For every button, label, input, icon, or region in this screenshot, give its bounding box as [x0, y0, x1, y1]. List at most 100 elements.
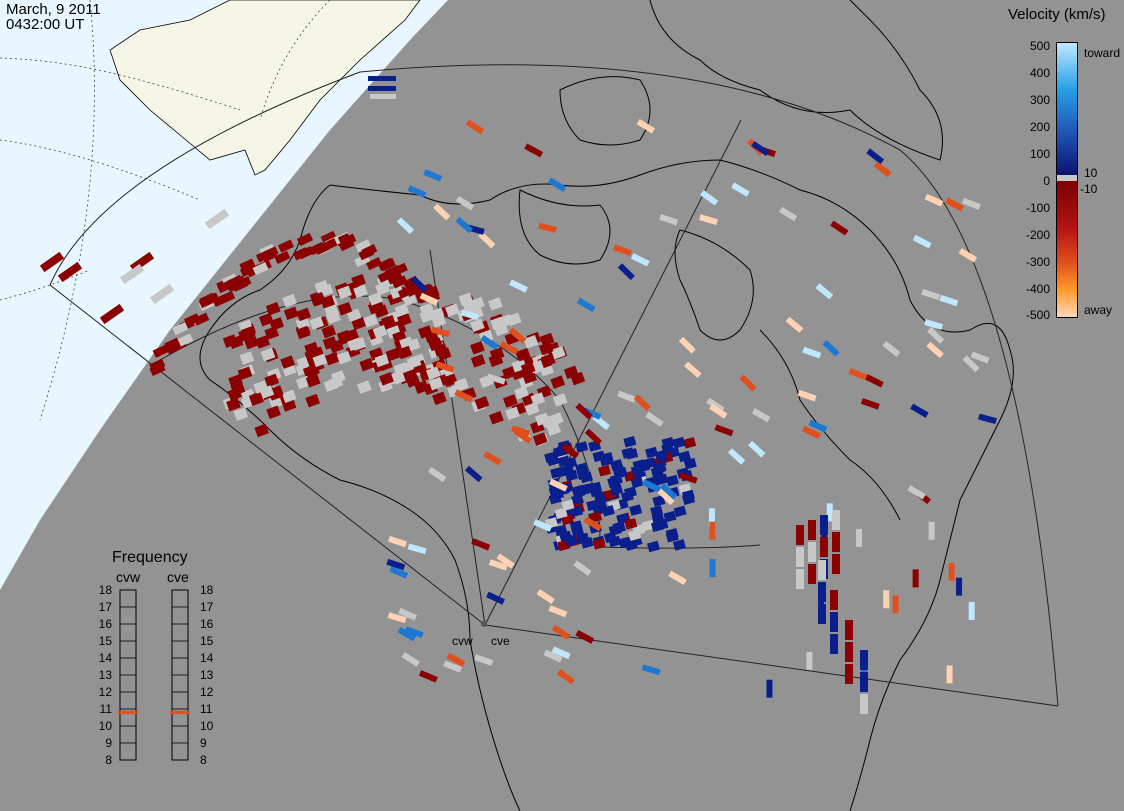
velocity-tick-label: -100: [1025, 201, 1050, 215]
scatter-cell: [499, 341, 519, 355]
scatter-cell: [204, 208, 230, 230]
scatter-cell: [610, 483, 623, 496]
scatter-cell: [394, 303, 410, 318]
scatter-cell: [608, 535, 622, 548]
freq-cve-label: cve: [167, 569, 189, 585]
scatter-cell: [672, 539, 686, 551]
scatter-cell: [575, 441, 589, 453]
scatter-cell: [164, 337, 181, 351]
scatter-cell: [524, 143, 544, 158]
scatter-cell: [623, 486, 637, 498]
scatter-cell: [621, 447, 635, 459]
backscatter-cells: [39, 76, 997, 714]
scatter-cell: [281, 389, 297, 403]
scatter-cell: [470, 296, 485, 311]
scatter-cell: [958, 248, 978, 263]
scatter-cell: [548, 478, 568, 492]
scatter-cell: [387, 612, 407, 624]
scatter-cell: [268, 385, 284, 399]
cvw-frequency-tick: 11: [99, 702, 112, 716]
scatter-cell: [396, 217, 415, 235]
scatter-cell: [815, 283, 834, 300]
scatter-cell: [486, 591, 505, 605]
scatter-cell: [480, 335, 499, 350]
scatter-cell: [389, 566, 409, 579]
scatter-cell: [928, 521, 935, 540]
scatter-cell: [514, 385, 529, 400]
scatter-cell: [386, 558, 406, 571]
scatter-cell: [748, 440, 766, 458]
scatter-cell: [321, 238, 338, 252]
scatter-cell: [249, 392, 264, 406]
scatter-cell: [624, 518, 638, 530]
scatter-cell: [818, 604, 826, 624]
scatter-cell: [659, 213, 679, 226]
scatter-cell: [573, 560, 592, 576]
scatter-cell: [538, 222, 558, 234]
scatter-cell: [946, 665, 953, 684]
scatter-cell: [264, 373, 280, 388]
scatter-cell: [714, 424, 734, 437]
scatter-cell: [353, 284, 368, 299]
scatter-cell: [818, 560, 826, 580]
scatter-cell: [337, 285, 352, 300]
scatter-cell: [924, 319, 944, 331]
cvw-frequency-tick: 18: [98, 583, 112, 597]
velocity-tick-label: 10: [1084, 166, 1098, 180]
scatter-cell: [172, 321, 189, 336]
scatter-cell: [264, 326, 280, 340]
scatter-cell: [177, 333, 194, 347]
scatter-cell: [797, 389, 817, 402]
cvw-frequency-tick: 9: [105, 736, 112, 750]
scatter-cell: [848, 368, 868, 381]
scatter-cell: [523, 335, 539, 349]
scatter-cell: [359, 357, 375, 372]
scatter-cell: [428, 466, 447, 483]
cve-frequency-tick: 15: [200, 634, 214, 648]
scatter-cell: [407, 185, 427, 198]
scatter-cell: [57, 261, 83, 283]
scatter-cell: [592, 499, 606, 511]
scatter-cell: [576, 297, 596, 313]
scatter-cell: [363, 314, 379, 328]
scatter-cell: [501, 365, 517, 380]
scatter-cell: [539, 332, 555, 347]
scatter-cell: [570, 371, 586, 386]
scatter-cell: [555, 466, 569, 478]
scatter-cell: [856, 528, 863, 547]
scatter-cell: [571, 525, 584, 537]
cvw-frequency-tick: 10: [98, 719, 112, 733]
cve-frequency-tick: 18: [200, 583, 214, 597]
scatter-cell: [822, 340, 840, 357]
scatter-cell: [668, 570, 687, 585]
scatter-cell: [255, 335, 271, 349]
scatter-cell: [948, 562, 955, 581]
scatter-cell: [708, 508, 715, 527]
cve-frequency-marker: [170, 710, 190, 714]
scatter-cell: [259, 385, 275, 399]
scatter-cell: [570, 505, 584, 518]
scatter-cell: [370, 94, 396, 99]
scatter-cell: [238, 328, 253, 342]
toward-label: toward: [1084, 46, 1121, 60]
scatter-cell: [368, 292, 383, 306]
scatter-cell: [356, 380, 372, 394]
scatter-cell: [283, 306, 299, 321]
scatter-cell: [486, 373, 506, 385]
scatter-cell: [561, 499, 575, 511]
scatter-cell: [860, 650, 868, 670]
scatter-cell: [821, 527, 828, 546]
scatter-cell: [358, 247, 375, 261]
scatter-cell: [564, 469, 578, 482]
scatter-cell: [239, 263, 257, 277]
scatter-cell: [540, 353, 556, 367]
scatter-cell: [575, 402, 593, 420]
freq-cvw-label: cvw: [116, 569, 141, 585]
scatter-cell: [826, 503, 833, 522]
scatter-cell: [385, 347, 401, 362]
scatter-cell: [592, 538, 606, 550]
scatter-cell: [464, 465, 483, 483]
scatter-cell: [505, 406, 520, 421]
scatter-cell: [265, 302, 281, 316]
scatter-cell: [663, 510, 677, 523]
